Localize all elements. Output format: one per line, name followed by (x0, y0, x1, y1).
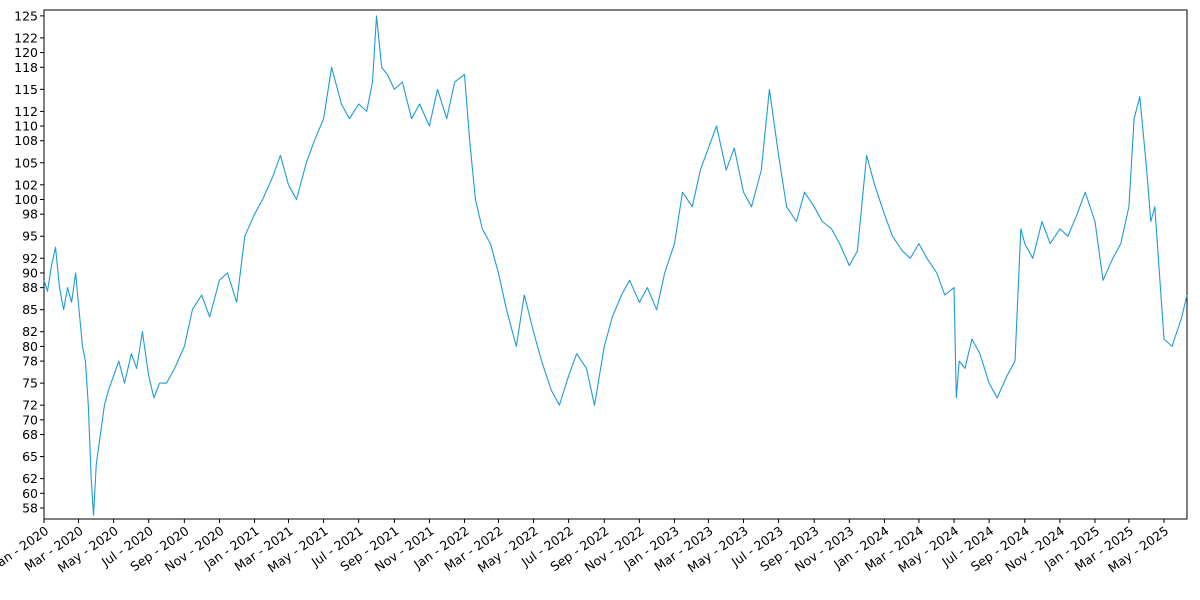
y-tick-label: 112 (14, 104, 38, 119)
y-tick-label: 85 (22, 302, 38, 317)
y-tick-label: 108 (14, 133, 38, 148)
y-tick-label: 95 (22, 229, 38, 244)
y-tick-label: 100 (14, 192, 38, 207)
y-tick-label: 68 (22, 427, 38, 442)
y-tick-label: 70 (22, 412, 38, 427)
y-tick-label: 75 (22, 376, 38, 391)
y-tick-label: 105 (14, 155, 38, 170)
y-tick-label: 90 (22, 265, 38, 280)
y-tick-label: 115 (14, 82, 38, 97)
y-tick-label: 120 (14, 45, 38, 60)
y-tick-label: 92 (22, 251, 38, 266)
y-tick-label: 58 (22, 500, 38, 515)
plot-area-border (43, 9, 1188, 520)
y-tick-label: 62 (22, 471, 38, 486)
plot-frame (43, 9, 1188, 520)
y-tick-label: 102 (14, 177, 38, 192)
series-layer (43, 15, 1188, 516)
y-tick-label: 98 (22, 207, 38, 222)
y-tick-label: 65 (22, 449, 38, 464)
y-tick-label: 88 (22, 280, 38, 295)
y-tick-label: 80 (22, 339, 38, 354)
y-tick-label: 82 (22, 324, 38, 339)
y-tick-label: 122 (14, 30, 38, 45)
y-tick-label: 78 (22, 354, 38, 369)
y-tick-label: 110 (14, 119, 38, 134)
y-tick-label: 125 (14, 8, 38, 23)
y-tick-label: 72 (22, 398, 38, 413)
y-tick-label: 60 (22, 486, 38, 501)
y-tick-label: 118 (14, 60, 38, 75)
series-line-0 (43, 15, 1188, 516)
